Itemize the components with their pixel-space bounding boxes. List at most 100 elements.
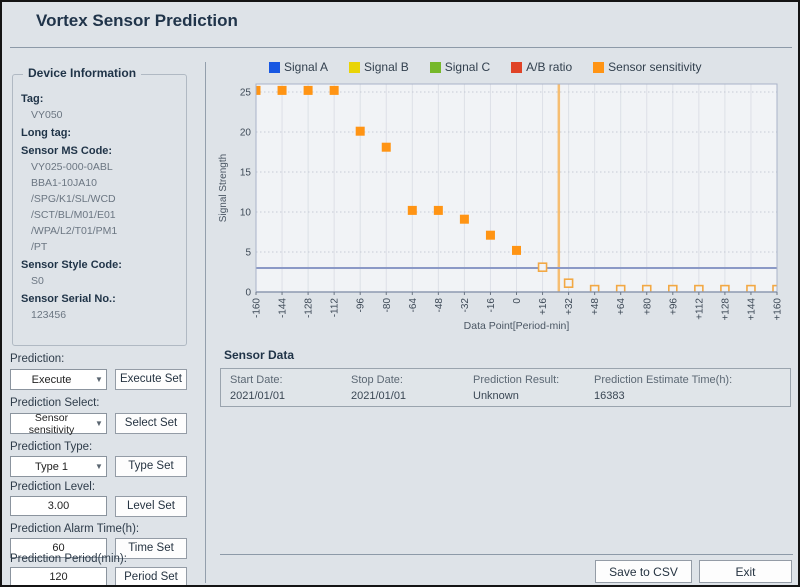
stop-date-label: Stop Date: — [351, 374, 403, 386]
svg-text:Data Point[Period-min]: Data Point[Period-min] — [464, 320, 570, 332]
svg-text:-96: -96 — [356, 298, 367, 313]
legend-item-sensor-sensitivity: Sensor sensitivity — [593, 60, 702, 74]
footer-separator — [220, 554, 793, 555]
signal-c-swatch-icon — [429, 61, 441, 73]
long-tag-label: Long tag: — [21, 127, 72, 139]
exit-button[interactable]: Exit — [699, 560, 792, 583]
svg-text:20: 20 — [240, 128, 252, 139]
ms-code-line: VY025-000-0ABL — [31, 161, 113, 173]
svg-text:-16: -16 — [486, 298, 497, 313]
svg-text:+112: +112 — [694, 298, 705, 320]
signal-b-swatch-icon — [349, 61, 361, 73]
start-date-column: Start Date: 2021/01/01 — [230, 373, 285, 405]
stop-date-value: 2021/01/01 — [351, 390, 407, 402]
serial-label: Sensor Serial No.: — [21, 293, 116, 305]
prediction-type-dropdown-value: Type 1 — [34, 460, 69, 473]
style-code-value: S0 — [31, 275, 44, 287]
svg-text:0: 0 — [245, 288, 251, 299]
prediction-type-label: Prediction Type: — [10, 441, 93, 453]
chevron-down-icon: ▼ — [95, 419, 103, 428]
signal-strength-chart: -160 -144 -128 -112 -96 -80 -64 -48 -32 -16 0 +16 +3… — [218, 83, 784, 332]
prediction-dropdown[interactable]: Execute ▼ — [10, 369, 107, 390]
time-set-button[interactable]: Time Set — [115, 538, 187, 559]
prediction-alarm-time-label: Prediction Alarm Time(h): — [10, 523, 140, 535]
legend-item-signal-b: Signal B — [349, 60, 409, 74]
ms-code-line: /SCT/BL/M01/E01 — [31, 209, 116, 221]
prediction-type-dropdown[interactable]: Type 1 ▼ — [10, 456, 107, 477]
svg-text:10: 10 — [240, 208, 252, 219]
start-date-label: Start Date: — [230, 374, 283, 386]
svg-text:+160: +160 — [773, 298, 784, 321]
select-set-button[interactable]: Select Set — [115, 413, 187, 434]
ms-code-label: Sensor MS Code: — [21, 145, 113, 157]
prediction-dropdown-value: Execute — [31, 373, 72, 386]
prediction-estimate-time-label: Prediction Estimate Time(h): — [594, 374, 733, 386]
prediction-result-column: Prediction Result: Unknown — [473, 373, 559, 405]
execute-set-button[interactable]: Execute Set — [115, 369, 187, 390]
prediction-result-value: Unknown — [473, 390, 519, 402]
legend-item-signal-c: Signal C — [429, 60, 490, 74]
chevron-down-icon: ▼ — [95, 462, 103, 471]
svg-text:+144: +144 — [746, 298, 757, 321]
svg-text:+96: +96 — [668, 298, 679, 315]
svg-text:5: 5 — [245, 248, 251, 259]
serial-value: 123456 — [31, 309, 67, 321]
svg-text:+80: +80 — [642, 298, 653, 315]
svg-text:-144: -144 — [278, 298, 289, 318]
svg-text:-32: -32 — [460, 298, 471, 313]
svg-text:0: 0 — [512, 298, 523, 304]
legend-item-ab-ratio: A/B ratio — [511, 60, 572, 74]
tag-value: VY050 — [31, 109, 63, 121]
prediction-label: Prediction: — [10, 353, 65, 365]
svg-text:+48: +48 — [590, 298, 601, 315]
stop-date-column: Stop Date: 2021/01/01 — [351, 373, 406, 405]
prediction-select-dropdown[interactable]: Sensor sensitivity ▼ — [10, 411, 107, 436]
ms-code-line: /WPA/L2/T01/PM1 — [31, 225, 118, 237]
sensor-data-table: Start Date: 2021/01/01 Stop Date: 2021/0… — [220, 368, 791, 407]
sensor-data-title: Sensor Data — [224, 348, 295, 362]
prediction-period-label: Prediction Period(min): — [10, 553, 127, 565]
signal-a-swatch-icon — [269, 61, 280, 73]
svg-text:-112: -112 — [330, 298, 341, 318]
prediction-select-label: Prediction Select: — [10, 397, 100, 409]
prediction-select-dropdown-value: Sensor sensitivity — [28, 411, 75, 436]
ms-code-line: BBA1-10JA10 — [31, 177, 97, 189]
prediction-level-label: Prediction Level: — [10, 481, 96, 493]
type-set-button[interactable]: Type Set — [115, 456, 187, 477]
period-set-button[interactable]: Period Set — [115, 567, 187, 585]
device-information-title: Device Information — [23, 66, 142, 80]
sensor-sensitivity-swatch-icon — [593, 61, 605, 73]
svg-text:Signal Strength: Signal Strength — [218, 154, 229, 222]
svg-text:-64: -64 — [408, 298, 419, 313]
save-to-csv-button[interactable]: Save to CSV — [595, 560, 692, 583]
chevron-down-icon: ▼ — [95, 375, 103, 384]
svg-text:-128: -128 — [304, 298, 315, 318]
svg-text:+16: +16 — [538, 298, 549, 315]
prediction-level-input[interactable] — [10, 496, 107, 516]
panel-separator — [205, 62, 206, 583]
prediction-alarm-time-input[interactable] — [10, 538, 107, 558]
style-code-label: Sensor Style Code: — [21, 259, 122, 271]
svg-text:-160: -160 — [252, 298, 263, 318]
title-separator — [10, 47, 792, 48]
prediction-period-input[interactable] — [10, 567, 107, 585]
prediction-estimate-time-value: 16383 — [594, 390, 625, 402]
svg-text:-80: -80 — [382, 298, 393, 313]
svg-text:+128: +128 — [720, 298, 731, 321]
svg-text:-48: -48 — [434, 298, 445, 313]
ms-code-line: /SPG/K1/SL/WCD — [31, 193, 116, 205]
prediction-result-label: Prediction Result: — [473, 374, 560, 386]
ab-ratio-swatch-icon — [511, 61, 523, 73]
prediction-estimate-time-column: Prediction Estimate Time(h): 16383 — [594, 373, 732, 405]
svg-text:15: 15 — [240, 168, 252, 179]
svg-text:25: 25 — [240, 88, 252, 99]
level-set-button[interactable]: Level Set — [115, 496, 187, 517]
svg-text:+64: +64 — [616, 298, 627, 315]
chart-legend: Signal A Signal B Signal C A/B ratio Sen… — [257, 59, 797, 75]
page-title: Vortex Sensor Prediction — [36, 11, 238, 30]
legend-item-signal-a: Signal A — [269, 60, 328, 74]
device-information-body: Tag: VY050 Long tag: Sensor MS Code: VY0… — [21, 89, 182, 323]
start-date-value: 2021/01/01 — [230, 390, 286, 402]
tag-label: Tag: — [21, 93, 44, 105]
